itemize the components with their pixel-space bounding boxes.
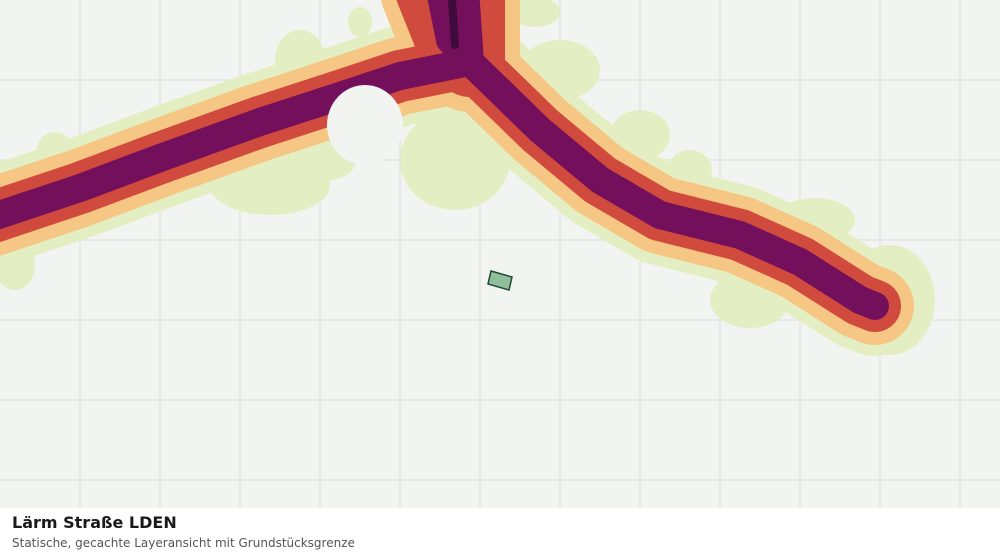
parcel-boundary [487, 270, 513, 291]
noise-bands [0, 0, 925, 356]
map [0, 0, 1000, 508]
subtitle: Statische, gecachte Layeransicht mit Gru… [12, 536, 355, 550]
gap [327, 85, 403, 165]
caption: Lärm Straße LDEN Statische, gecachte Lay… [0, 508, 1000, 560]
title: Lärm Straße LDEN [12, 513, 177, 532]
